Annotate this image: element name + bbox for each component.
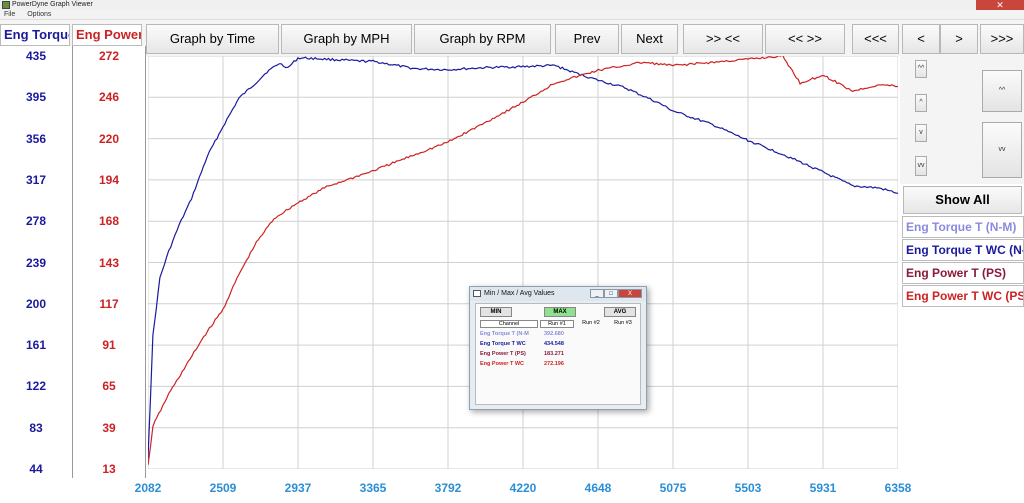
torque-axis-legend[interactable]: Eng Torque (0, 24, 70, 46)
dialog-row-value: 272.196 (544, 361, 564, 367)
dialog-maximize-button[interactable]: □ (604, 289, 618, 298)
torque-tick-label: 317 (25, 172, 47, 187)
rpm-tick-label: 3792 (434, 481, 462, 495)
menu-bar: File Options (0, 10, 1024, 20)
torque-tick-label: 278 (25, 214, 47, 229)
dialog-minimize-button[interactable]: _ (590, 289, 604, 298)
power-tick-label: 272 (98, 49, 120, 63)
menu-file[interactable]: File (4, 11, 16, 18)
min-button[interactable]: MIN (480, 307, 512, 317)
scroll-top-small-button[interactable]: ^^ (915, 60, 927, 78)
run1-column-header: Run #1 (540, 320, 574, 328)
torque-tick-label: 395 (25, 90, 47, 105)
torque-tick-label: 435 (25, 49, 47, 63)
rpm-tick-label: 3365 (359, 481, 387, 495)
avg-button[interactable]: AVG (604, 307, 636, 317)
rpm-tick-label: 5075 (659, 481, 687, 495)
torque-tick-label: 161 (25, 338, 47, 353)
window-title: PowerDyne Graph Viewer (12, 1, 93, 8)
channel-column-header: Channel (480, 320, 538, 328)
dialog-row-value: 434.548 (544, 341, 564, 347)
torque-axis: 435 395 356 317 278 239 200 161 122 83 44 (0, 46, 72, 478)
scroll-far-right-button[interactable]: >>> (980, 24, 1024, 54)
rpm-tick-label: 2937 (284, 481, 312, 495)
min-max-avg-dialog[interactable]: Min / Max / Avg Values _ □ X MIN MAX AVG… (469, 286, 647, 410)
dialog-row-channel: Eng Torque T (N-M (480, 331, 529, 337)
run3-column-header: Run #3 (614, 320, 632, 326)
torque-tick-label: 200 (25, 296, 47, 311)
window-titlebar: PowerDyne Graph Viewer ✕ (0, 0, 1024, 10)
zoom-out-button[interactable]: << >> (765, 24, 845, 54)
axis-divider (72, 46, 73, 478)
dialog-row-channel: Eng Power T (PS) (480, 351, 526, 357)
power-tick-label: 168 (98, 214, 120, 229)
legend-eng-torque-t-wc[interactable]: Eng Torque T WC (N-M) (902, 239, 1024, 261)
close-window-button[interactable]: ✕ (976, 0, 1024, 10)
scroll-panel: ^^ ^ v vv ^^ vv (900, 56, 1024, 184)
dialog-body: MIN MAX AVG Channel Run #1 Run #2 Run #3… (475, 303, 641, 405)
prev-button[interactable]: Prev (555, 24, 619, 54)
series-line-eng-torque-t-wc (148, 56, 898, 459)
power-axis-legend[interactable]: Eng Power (72, 24, 142, 46)
dialog-icon (473, 290, 481, 297)
rpm-tick-label: 6358 (884, 481, 912, 495)
graph-by-mph-button[interactable]: Graph by MPH (281, 24, 412, 54)
series-line-eng-power-t-wc (148, 56, 898, 466)
power-tick-label: 91 (102, 338, 116, 353)
page-down-button[interactable]: vv (982, 122, 1022, 178)
axis-divider (145, 46, 146, 478)
zoom-in-button[interactable]: >> << (683, 24, 763, 54)
power-tick-label: 117 (99, 296, 119, 311)
torque-tick-label: 239 (25, 255, 47, 270)
legend-eng-torque-t[interactable]: Eng Torque T (N-M) (902, 216, 1024, 238)
next-button[interactable]: Next (621, 24, 678, 54)
rpm-tick-label: 4648 (584, 481, 612, 495)
rpm-tick-label: 5931 (809, 481, 837, 495)
legend-eng-power-t-wc[interactable]: Eng Power T WC (PS) (902, 285, 1024, 307)
app-icon (2, 1, 10, 9)
power-tick-label: 143 (98, 255, 120, 270)
scroll-far-left-button[interactable]: <<< (852, 24, 899, 54)
scroll-bottom-small-button[interactable]: vv (915, 156, 927, 176)
run2-column-header: Run #2 (582, 320, 600, 326)
dialog-title: Min / Max / Avg Values (484, 290, 555, 297)
power-tick-label: 65 (102, 379, 116, 394)
power-tick-label: 194 (98, 172, 120, 187)
dialog-row-value: 392.680 (544, 331, 564, 337)
power-tick-label: 220 (98, 131, 120, 146)
torque-tick-label: 83 (29, 420, 43, 435)
rpm-tick-label: 5503 (734, 481, 762, 495)
torque-tick-label: 122 (25, 379, 47, 394)
legend-eng-power-t[interactable]: Eng Power T (PS) (902, 262, 1024, 284)
scroll-right-button[interactable]: > (940, 24, 978, 54)
dialog-row-value: 183.271 (544, 351, 564, 357)
show-all-button[interactable]: Show All (903, 186, 1022, 214)
max-button[interactable]: MAX (544, 307, 576, 317)
scroll-down-small-button[interactable]: v (915, 124, 927, 142)
power-tick-label: 13 (102, 462, 116, 476)
dialog-row-channel: Eng Torque T WC (480, 341, 526, 347)
scroll-left-button[interactable]: < (902, 24, 940, 54)
rpm-tick-label: 2509 (209, 481, 237, 495)
dialog-close-button[interactable]: X (618, 289, 642, 298)
dialog-row-channel: Eng Power T WC (480, 361, 524, 367)
power-axis: 272 246 220 194 168 143 117 91 65 39 13 (73, 46, 145, 478)
torque-tick-label: 356 (25, 131, 47, 146)
scroll-up-small-button[interactable]: ^ (915, 94, 927, 112)
power-tick-label: 39 (102, 420, 116, 435)
graph-by-time-button[interactable]: Graph by Time (146, 24, 279, 54)
rpm-tick-label: 2082 (134, 481, 162, 495)
page-up-button[interactable]: ^^ (982, 70, 1022, 112)
rpm-tick-label: 4220 (509, 481, 537, 495)
menu-options[interactable]: Options (27, 11, 52, 18)
power-tick-label: 246 (98, 90, 120, 105)
graph-by-rpm-button[interactable]: Graph by RPM (414, 24, 551, 54)
torque-tick-label: 44 (29, 462, 43, 476)
